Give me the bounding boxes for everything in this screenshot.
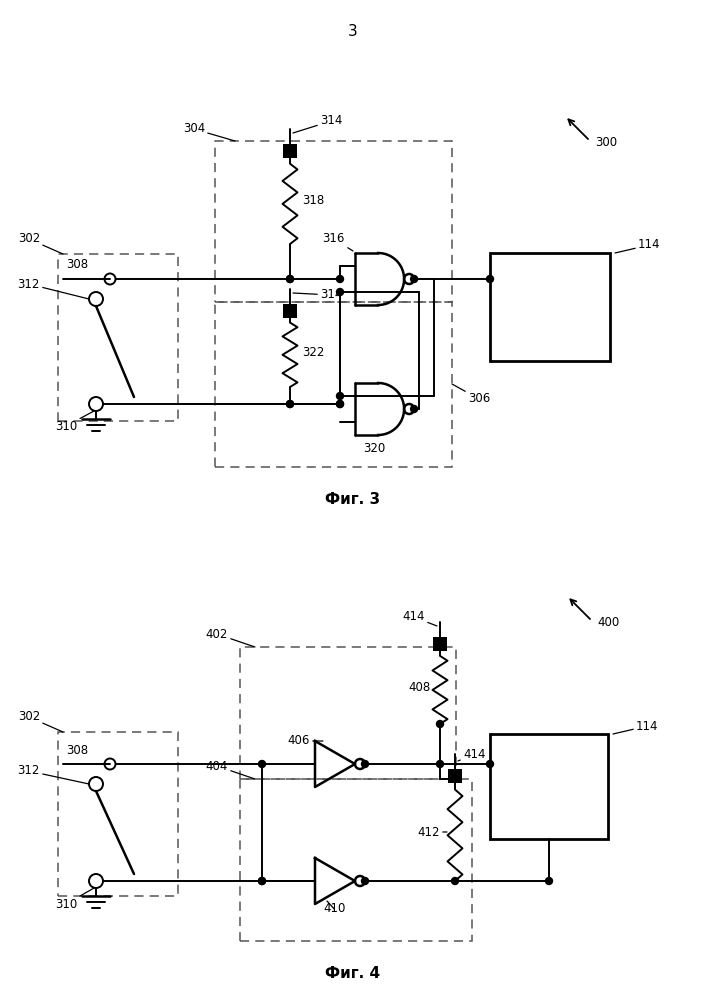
Circle shape bbox=[258, 877, 265, 884]
Text: 310: 310 bbox=[55, 888, 94, 910]
Text: 408: 408 bbox=[408, 681, 430, 694]
Text: Фиг. 4: Фиг. 4 bbox=[325, 966, 381, 981]
Text: 318: 318 bbox=[302, 195, 324, 208]
Circle shape bbox=[436, 760, 443, 767]
Text: 314: 314 bbox=[293, 289, 342, 302]
Circle shape bbox=[546, 877, 553, 884]
Bar bbox=[58, 732, 178, 896]
Circle shape bbox=[258, 877, 265, 884]
Text: 316: 316 bbox=[323, 233, 353, 251]
Text: 404: 404 bbox=[205, 759, 255, 779]
Text: 410: 410 bbox=[323, 901, 345, 915]
Text: 320: 320 bbox=[363, 443, 385, 456]
Circle shape bbox=[258, 760, 265, 767]
Circle shape bbox=[486, 760, 493, 767]
Bar bbox=[240, 779, 472, 941]
Bar bbox=[490, 253, 610, 361]
Text: 306: 306 bbox=[452, 384, 490, 406]
Bar bbox=[58, 254, 178, 421]
Bar bbox=[433, 637, 447, 651]
Circle shape bbox=[287, 276, 294, 283]
Circle shape bbox=[287, 276, 294, 283]
Text: 402: 402 bbox=[205, 627, 255, 647]
Circle shape bbox=[452, 877, 458, 884]
Circle shape bbox=[436, 720, 443, 727]
Text: 312: 312 bbox=[18, 278, 89, 299]
Text: 312: 312 bbox=[18, 764, 89, 784]
Text: Фиг. 3: Фиг. 3 bbox=[325, 492, 381, 506]
Circle shape bbox=[361, 760, 369, 767]
Bar bbox=[215, 302, 452, 467]
Text: 414: 414 bbox=[402, 610, 437, 626]
Circle shape bbox=[411, 406, 418, 413]
Circle shape bbox=[337, 276, 344, 283]
Bar bbox=[448, 769, 462, 783]
Text: 114: 114 bbox=[613, 719, 659, 734]
Text: 414: 414 bbox=[458, 747, 486, 761]
Text: 304: 304 bbox=[183, 123, 235, 141]
Circle shape bbox=[486, 276, 493, 283]
Text: 3: 3 bbox=[348, 24, 358, 39]
Bar bbox=[490, 734, 608, 839]
Circle shape bbox=[337, 401, 344, 408]
Circle shape bbox=[361, 877, 369, 884]
Text: 322: 322 bbox=[302, 346, 324, 359]
Text: 400: 400 bbox=[597, 616, 619, 629]
Circle shape bbox=[337, 401, 344, 408]
Circle shape bbox=[337, 393, 344, 400]
Circle shape bbox=[287, 401, 294, 408]
Text: 302: 302 bbox=[18, 233, 63, 254]
Circle shape bbox=[411, 276, 418, 283]
Text: 302: 302 bbox=[18, 710, 63, 732]
Circle shape bbox=[452, 775, 458, 782]
Bar bbox=[283, 144, 297, 158]
Circle shape bbox=[287, 401, 294, 408]
Text: 114: 114 bbox=[615, 239, 661, 253]
Text: 310: 310 bbox=[55, 411, 94, 433]
Text: 308: 308 bbox=[66, 259, 88, 272]
Text: 412: 412 bbox=[417, 825, 447, 838]
Text: 406: 406 bbox=[287, 734, 323, 747]
Circle shape bbox=[337, 289, 344, 296]
Bar bbox=[283, 304, 297, 318]
Bar bbox=[240, 647, 456, 779]
Text: 314: 314 bbox=[293, 115, 342, 133]
Text: 300: 300 bbox=[595, 137, 617, 150]
Bar bbox=[215, 141, 452, 302]
Text: 308: 308 bbox=[66, 743, 88, 756]
